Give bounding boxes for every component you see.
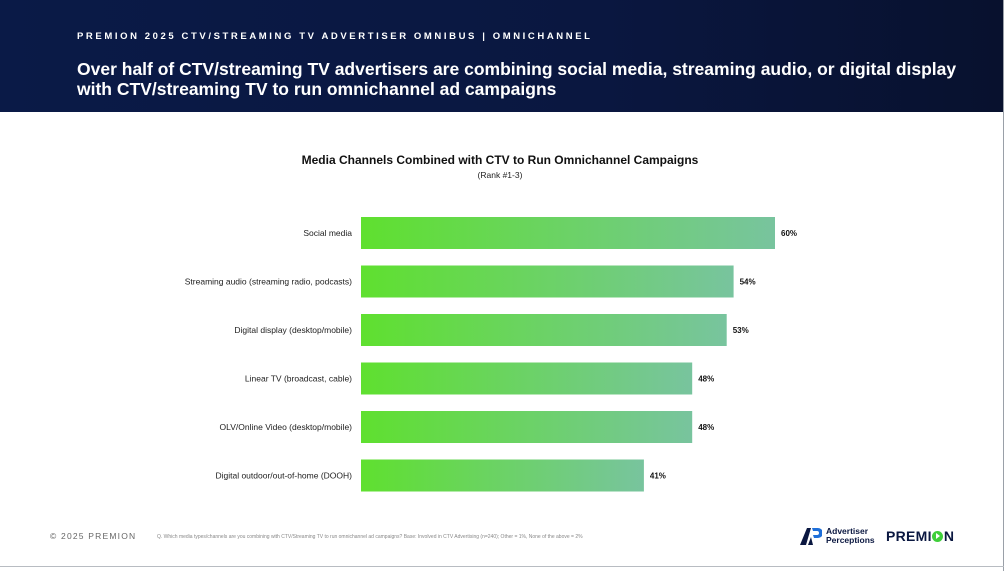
right-border	[1003, 0, 1004, 571]
chart-title: Media Channels Combined with CTV to Run …	[301, 153, 699, 167]
category-label: Digital display (desktop/mobile)	[234, 325, 352, 335]
category-label: Social media	[303, 228, 352, 238]
value-label: 60%	[781, 229, 797, 238]
header-banner: PREMION 2025 CTV/STREAMING TV ADVERTISER…	[0, 0, 1003, 112]
eyebrow-text: PREMION 2025 CTV/STREAMING TV ADVERTISER…	[77, 31, 593, 42]
bar-group: Streaming audio (streaming radio, podcas…	[185, 265, 756, 298]
ap-logo-line1: Advertiser	[826, 526, 869, 536]
bar	[361, 217, 775, 249]
footnote-text: Q. Which media types/channels are you co…	[157, 534, 583, 540]
premion-logo-text-start: PREMI	[886, 528, 932, 544]
bar-group: Linear TV (broadcast, cable) 48%	[245, 362, 714, 395]
ap-logo-icon	[800, 527, 822, 545]
category-label: Digital outdoor/out-of-home (DOOH)	[215, 471, 352, 481]
bar-group: Digital display (desktop/mobile) 53%	[234, 314, 749, 346]
ap-logo-text: Advertiser Perceptions	[826, 527, 875, 545]
bar	[361, 314, 727, 346]
value-label: 41%	[650, 472, 666, 481]
category-label: OLV/Online Video (desktop/mobile)	[220, 422, 353, 432]
bar-group: Social media 60%	[303, 217, 797, 249]
bar-group: Digital outdoor/out-of-home (DOOH) 41%	[215, 459, 666, 492]
value-label: 54%	[740, 278, 756, 287]
bar	[361, 411, 693, 443]
premion-logo-text-end: N	[943, 528, 955, 544]
value-label: 48%	[698, 375, 714, 384]
page-headline: Over half of CTV/streaming TV advertiser…	[77, 59, 957, 99]
premion-logo: PREMI N	[886, 528, 954, 544]
bar	[361, 459, 644, 492]
ap-logo-line2: Perceptions	[826, 535, 875, 545]
value-label: 53%	[733, 326, 749, 335]
copyright-text: © 2025 PREMION	[50, 531, 137, 541]
advertiser-perceptions-logo: Advertiser Perceptions	[800, 527, 875, 545]
bar-group: OLV/Online Video (desktop/mobile) 48%	[220, 411, 714, 443]
bar	[361, 362, 693, 395]
bottom-border	[0, 566, 1004, 567]
premion-logo-icon	[932, 530, 944, 542]
category-label: Linear TV (broadcast, cable)	[245, 374, 352, 384]
value-label: 48%	[698, 423, 714, 432]
bar	[361, 265, 734, 298]
chart-subtitle: (Rank #1-3)	[477, 170, 523, 180]
category-label: Streaming audio (streaming radio, podcas…	[185, 277, 352, 287]
